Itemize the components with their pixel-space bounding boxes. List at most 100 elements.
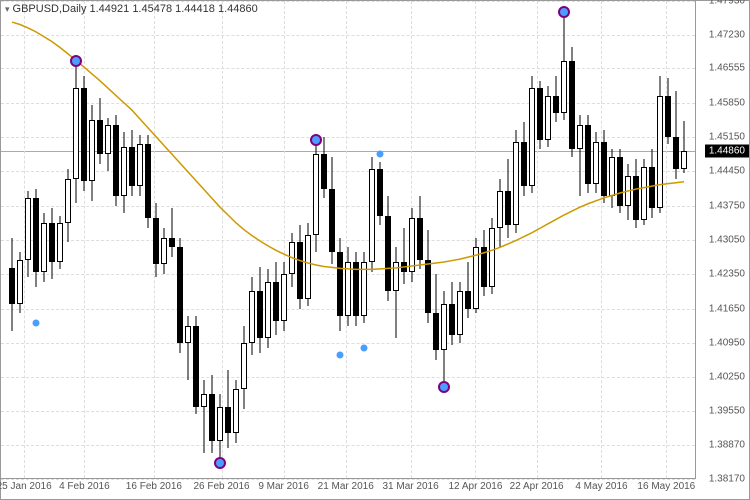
x-tick-label: 12 Apr 2016 [448,481,502,492]
x-tick-label: 31 Mar 2016 [383,481,439,492]
candle [337,1,343,479]
x-tick-label: 4 Feb 2016 [59,481,110,492]
candle [513,1,519,479]
candle [505,1,511,479]
candle [345,1,351,479]
y-tick-label: 1.44450 [709,166,745,177]
candle [625,1,631,479]
y-tick-label: 1.43050 [709,235,745,246]
candle [489,1,495,479]
candle [137,1,143,479]
candle [177,1,183,479]
candle [9,1,15,479]
candle [545,1,551,479]
candle [249,1,255,479]
signal-dot-major [310,134,322,146]
expand-icon[interactable]: ▾ [5,4,10,15]
y-tick-label: 1.45150 [709,132,745,143]
candle [153,1,159,479]
candle [681,1,687,479]
chart-container: ▾ GBPUSD,Daily 1.44921 1.45478 1.44418 1… [0,0,750,500]
candle [161,1,167,479]
chart-title-bar: ▾ GBPUSD,Daily 1.44921 1.45478 1.44418 1… [5,3,258,15]
candle [257,1,263,479]
candle [473,1,479,479]
candle [441,1,447,479]
candle [601,1,607,479]
y-tick-label: 1.40950 [709,337,745,348]
y-tick-label: 1.46555 [709,63,745,74]
candle [89,1,95,479]
candle [225,1,231,479]
candle [641,1,647,479]
candle [369,1,375,479]
y-tick-label: 1.47930 [709,0,745,7]
candle [321,1,327,479]
candle [449,1,455,479]
candle [289,1,295,479]
candle [33,1,39,479]
candle [393,1,399,479]
candle [465,1,471,479]
candle [617,1,623,479]
candle [169,1,175,479]
candle [129,1,135,479]
candle [97,1,103,479]
x-tick-label: 16 Feb 2016 [126,481,182,492]
candle [281,1,287,479]
x-tick-label: 9 Mar 2016 [258,481,309,492]
y-tick-label: 1.42350 [709,269,745,280]
candle [593,1,599,479]
candle [329,1,335,479]
candle [201,1,207,479]
candle [561,1,567,479]
candle [185,1,191,479]
y-axis: 1.381701.388701.395501.402501.409501.416… [695,1,749,479]
y-tick-label: 1.43750 [709,200,745,211]
candle [401,1,407,479]
signal-dot-major [214,457,226,469]
candle [17,1,23,479]
candle [577,1,583,479]
signal-dot-major [558,6,570,18]
candle [425,1,431,479]
candle [633,1,639,479]
signal-dot-major [70,55,82,67]
y-tick-label: 1.40250 [709,372,745,383]
candle [673,1,679,479]
candle [49,1,55,479]
candle [409,1,415,479]
signal-dot-minor [337,352,344,359]
ohlc-label: 1.44921 1.45478 1.44418 1.44860 [90,3,258,15]
signal-dot-minor [377,151,384,158]
candle [497,1,503,479]
candle [73,1,79,479]
candle [649,1,655,479]
candle [145,1,151,479]
candle [265,1,271,479]
candle [569,1,575,479]
candle [417,1,423,479]
candle [41,1,47,479]
x-tick-label: 21 Mar 2016 [318,481,374,492]
plot-area[interactable] [1,1,696,479]
signal-dot-minor [33,320,40,327]
candle [385,1,391,479]
y-tick-label: 1.45850 [709,97,745,108]
candle [25,1,31,479]
y-tick-label: 1.38870 [709,439,745,450]
candle [665,1,671,479]
x-tick-label: 16 May 2016 [637,481,695,492]
candle [553,1,559,479]
candle [521,1,527,479]
candle [609,1,615,479]
x-tick-label: 25 Jan 2016 [0,481,52,492]
signal-dot-major [438,381,450,393]
candle [209,1,215,479]
x-tick-label: 22 Apr 2016 [510,481,564,492]
y-tick-label: 1.39550 [709,406,745,417]
y-tick-label: 1.41650 [709,303,745,314]
candle [241,1,247,479]
y-tick-label: 1.47230 [709,30,745,41]
candle [233,1,239,479]
